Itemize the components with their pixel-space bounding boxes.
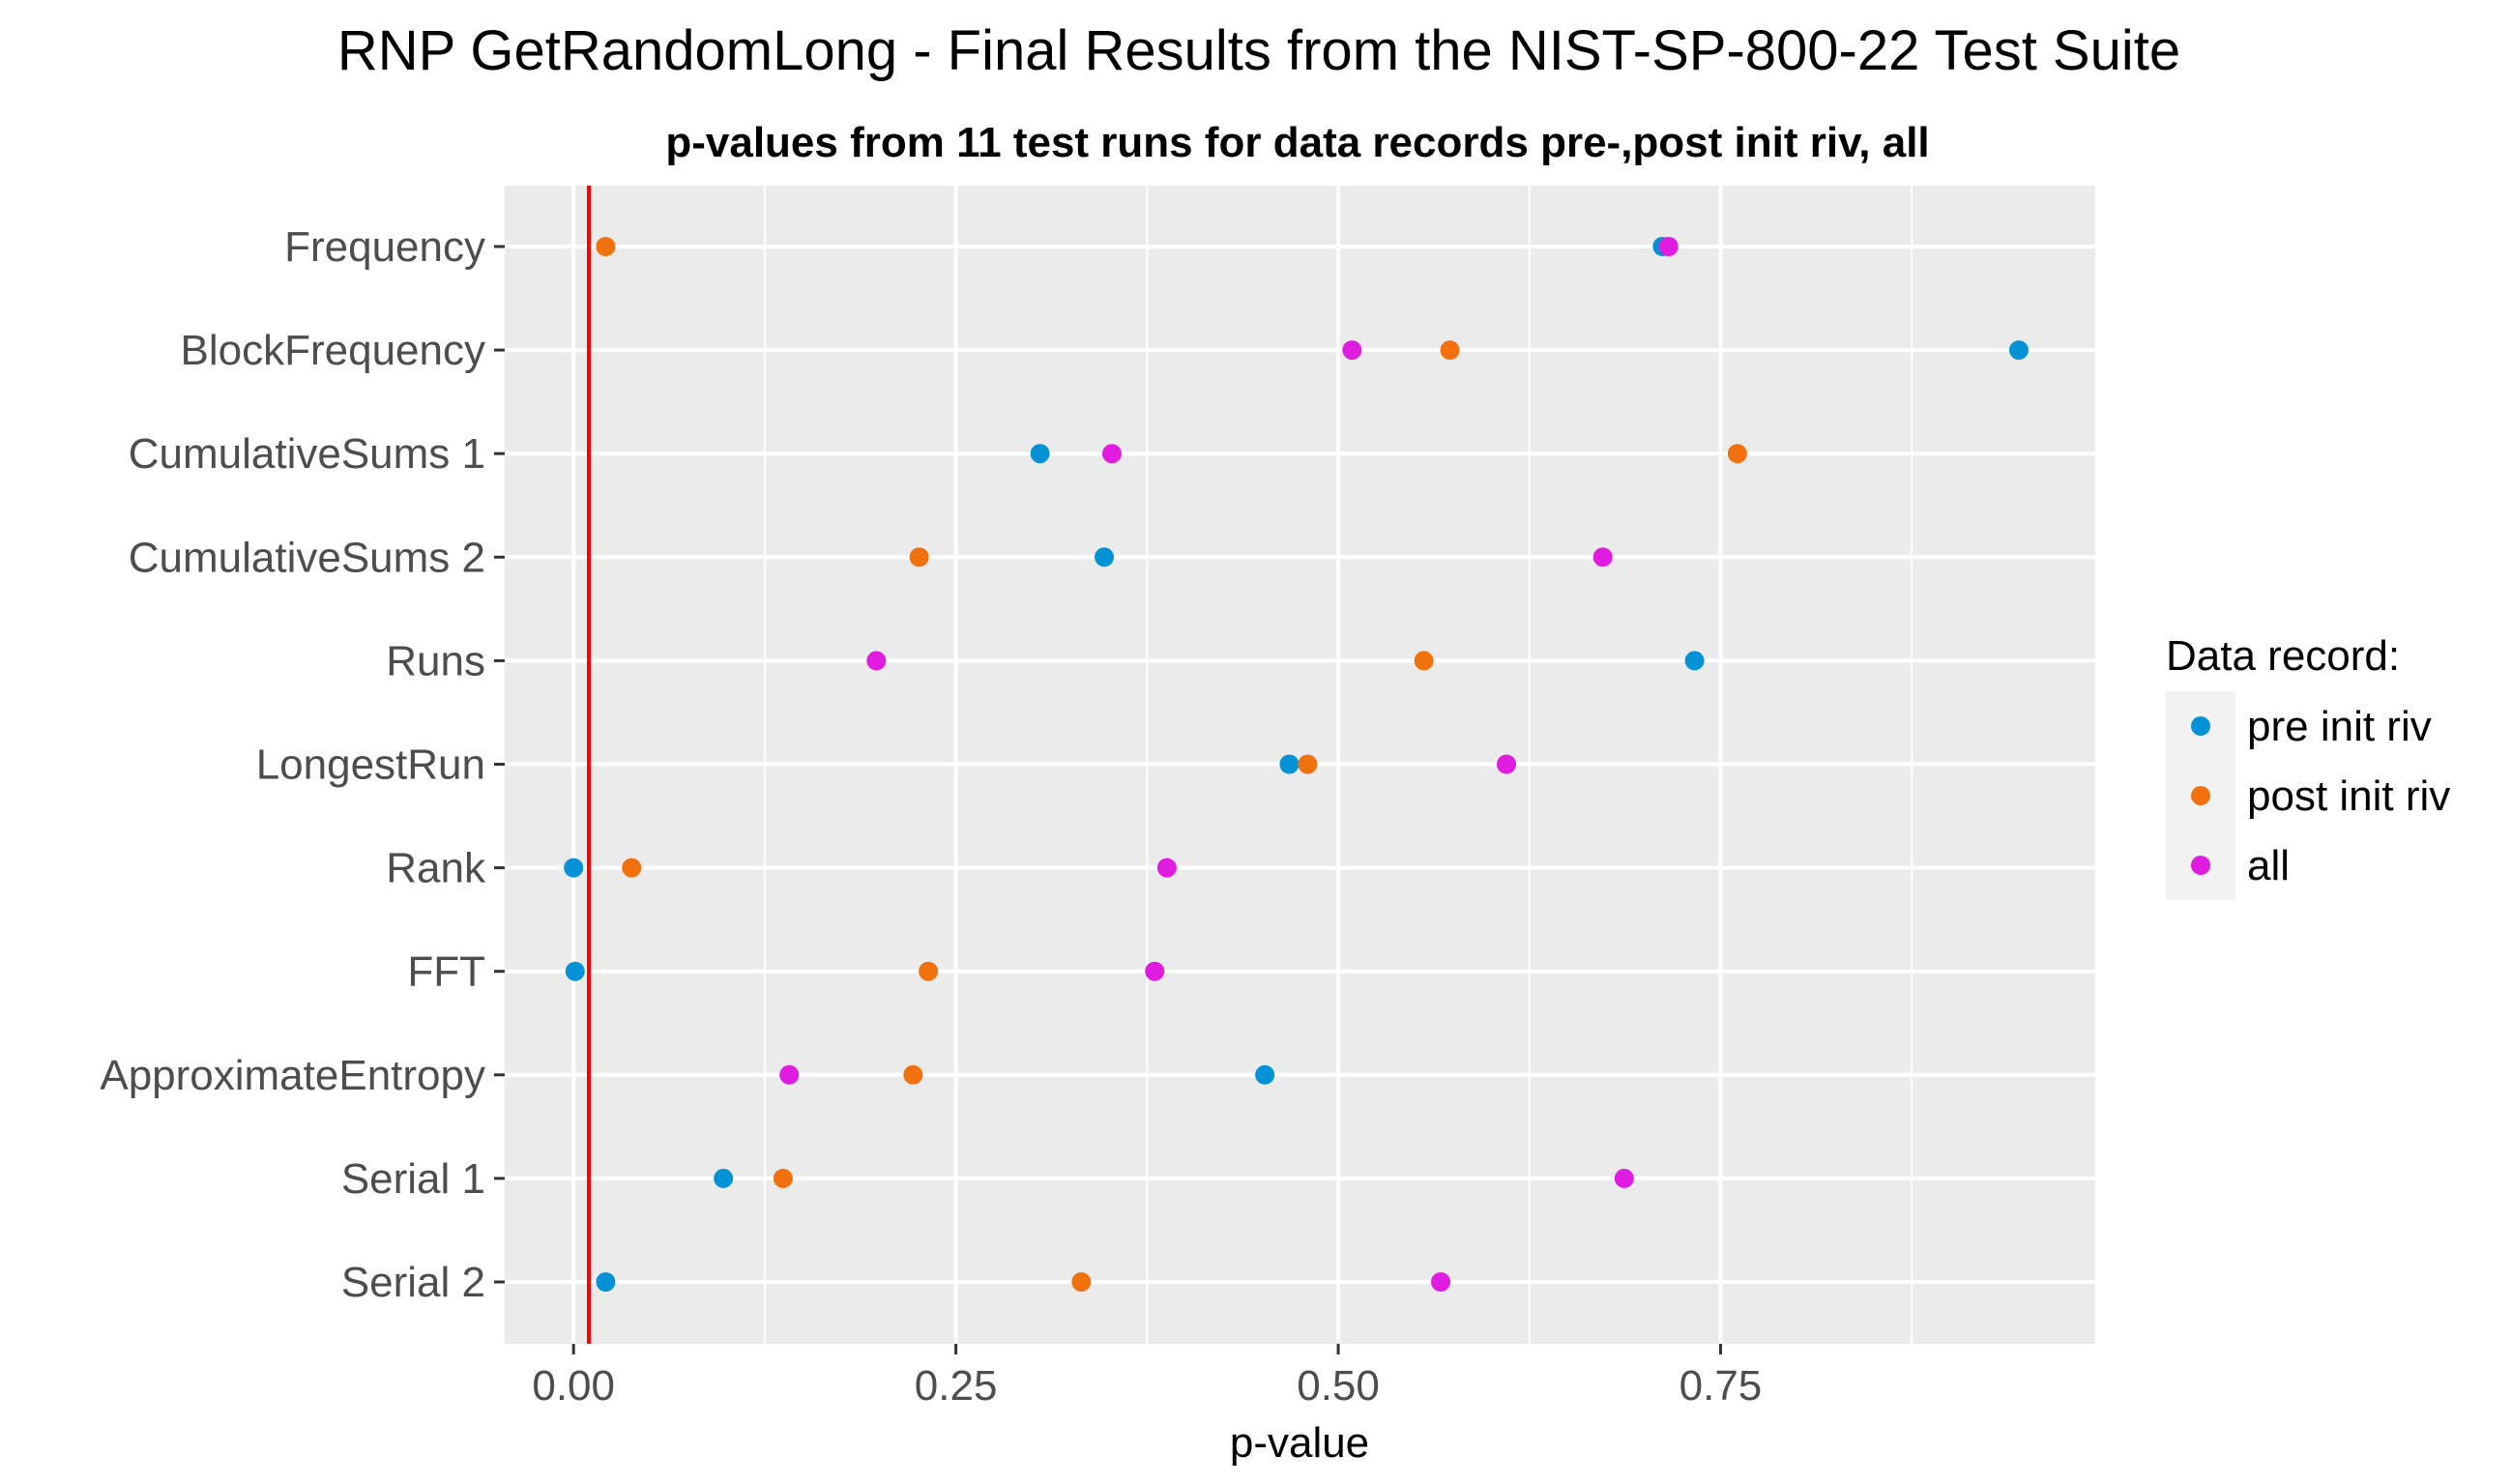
data-point xyxy=(596,1272,616,1292)
y-tick-label: LongestRun xyxy=(256,742,485,789)
data-point xyxy=(1255,1064,1275,1085)
y-tick-label: Serial 1 xyxy=(341,1155,485,1203)
legend-marker xyxy=(2191,856,2210,875)
y-tick-label: Runs xyxy=(386,637,485,684)
data-point xyxy=(1298,754,1318,774)
chart-title: RNP GetRandomLong - Final Results from t… xyxy=(337,19,2180,82)
data-point xyxy=(779,1064,800,1085)
data-point xyxy=(1101,444,1122,464)
x-tick-label: 0.25 xyxy=(915,1362,998,1410)
y-tick-label: ApproximateEntropy xyxy=(100,1052,485,1099)
legend-label: all xyxy=(2247,842,2290,889)
data-point xyxy=(565,961,585,981)
legend-title: Data record: xyxy=(2166,632,2400,680)
data-point xyxy=(1497,754,1517,774)
x-axis-title: p-value xyxy=(1230,1419,1369,1467)
legend-label: pre init riv xyxy=(2247,703,2432,750)
data-points xyxy=(564,237,2029,1292)
data-point xyxy=(1592,547,1613,567)
data-point xyxy=(1684,651,1705,671)
data-point xyxy=(903,1064,923,1085)
data-point xyxy=(1342,340,1362,361)
y-tick-label: BlockFrequency xyxy=(181,327,485,374)
data-point xyxy=(773,1168,793,1188)
x-axis: 0.00 0.25 0.50 0.75 xyxy=(532,1344,1762,1410)
y-tick-label: CumulativeSums 1 xyxy=(129,430,485,478)
data-point xyxy=(1145,961,1165,981)
legend-marker xyxy=(2191,716,2210,736)
data-point xyxy=(1727,444,1747,464)
y-axis: Frequency BlockFrequency CumulativeSums 1 C… xyxy=(100,223,505,1306)
data-point xyxy=(564,858,584,878)
data-point xyxy=(866,651,887,671)
data-point xyxy=(1156,858,1177,878)
data-point xyxy=(714,1168,734,1188)
data-point xyxy=(1431,1272,1451,1292)
data-point xyxy=(1658,237,1679,256)
y-tick-label: CumulativeSums 2 xyxy=(129,534,485,581)
x-tick-label: 0.50 xyxy=(1297,1362,1380,1410)
data-point xyxy=(1414,651,1434,671)
data-point xyxy=(622,858,642,878)
legend: Data record: pre init riv post init riv al… xyxy=(2166,632,2450,900)
data-point xyxy=(596,237,616,256)
y-tick-label: Frequency xyxy=(284,223,485,271)
data-point xyxy=(1614,1168,1634,1188)
chart-subtitle: p-values from 11 test runs for data reco… xyxy=(665,119,1929,166)
legend-label: post init riv xyxy=(2247,772,2450,820)
y-tick-label: Rank xyxy=(386,845,486,892)
data-point xyxy=(1071,1272,1092,1292)
data-point xyxy=(2008,340,2029,361)
y-tick-label: Serial 2 xyxy=(341,1259,485,1306)
x-tick-label: 0.00 xyxy=(532,1362,615,1410)
legend-marker xyxy=(2191,786,2210,805)
data-point xyxy=(1030,444,1050,464)
y-tick-label: FFT xyxy=(407,948,485,996)
x-tick-label: 0.75 xyxy=(1680,1362,1763,1410)
data-point xyxy=(909,547,929,567)
data-point xyxy=(919,961,939,981)
data-point xyxy=(1095,547,1115,567)
data-point xyxy=(1440,340,1460,361)
data-point xyxy=(1279,754,1300,774)
